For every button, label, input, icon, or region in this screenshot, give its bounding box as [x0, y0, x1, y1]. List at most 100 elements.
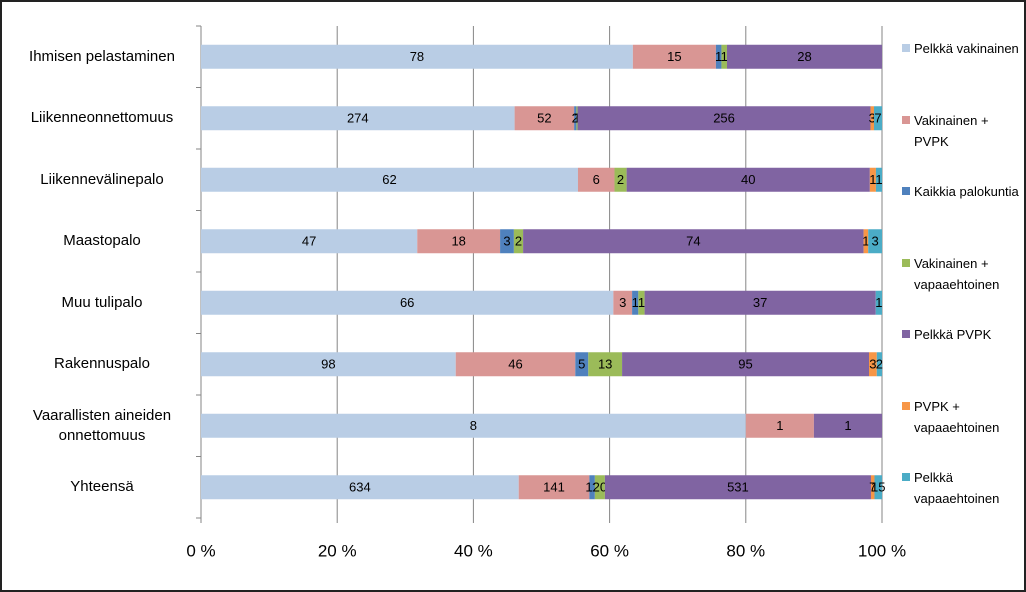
x-tick-label: 0 %	[186, 541, 215, 560]
data-label: 3	[869, 357, 876, 372]
data-label: 15	[871, 480, 885, 495]
bar-segment	[576, 106, 578, 131]
bar-segment	[632, 44, 716, 69]
bar-segment	[201, 229, 418, 254]
data-label: 66	[400, 295, 414, 310]
legend-swatch	[902, 44, 910, 52]
data-label: 3	[871, 234, 878, 249]
data-label: 634	[349, 480, 371, 495]
data-label: 7	[874, 111, 881, 126]
bar-segment	[868, 229, 882, 254]
data-label: 274	[347, 111, 369, 126]
data-label: 28	[797, 49, 811, 64]
data-label: 256	[713, 111, 735, 126]
x-tick-label: 100 %	[858, 541, 906, 560]
data-label: 1	[632, 295, 639, 310]
category-label: Maastopalo	[63, 232, 141, 250]
bar-segment	[577, 167, 615, 192]
legend-label: Pelkkä vakinainen	[914, 41, 1019, 56]
data-label: 20	[593, 480, 607, 495]
bar-segment	[201, 44, 633, 69]
bar-segment	[721, 44, 727, 69]
data-label: 37	[753, 295, 767, 310]
bar-segment	[876, 352, 882, 377]
bar-segment	[513, 229, 524, 254]
data-label: 1	[875, 295, 882, 310]
data-label: 40	[741, 172, 755, 187]
data-label: 95	[738, 357, 752, 372]
bar-segment	[575, 352, 589, 377]
data-label: 2	[515, 234, 522, 249]
data-label: 2	[572, 111, 579, 126]
bar-segment	[644, 290, 876, 315]
bar-segment	[201, 413, 746, 438]
data-label: 3	[619, 295, 626, 310]
category-label: Yhteensä	[70, 478, 134, 496]
data-label: 1	[638, 295, 645, 310]
legend-label: Pelkkä PVPK	[914, 327, 992, 342]
data-label: 2	[617, 172, 624, 187]
bar-segment	[870, 106, 874, 131]
bar-segment	[626, 167, 870, 192]
data-label: 1	[862, 234, 869, 249]
bar-segment	[577, 106, 871, 131]
bar-segment	[201, 106, 515, 131]
bar-segment	[726, 44, 882, 69]
legend-label: Vakinainen + vapaaehtoinen	[914, 255, 1000, 292]
category-label: Vaarallisten aineiden onnettomuus	[32, 406, 172, 444]
legend-swatch	[902, 401, 910, 410]
data-label: 15	[667, 49, 681, 64]
data-label: 6	[593, 172, 600, 187]
legend-label: Vakinainen + PVPK	[914, 112, 989, 149]
data-label: 2	[876, 357, 883, 372]
data-label: 1	[875, 172, 882, 187]
data-label: 13	[598, 357, 612, 372]
bar-segment	[874, 475, 882, 500]
bar-segment	[614, 167, 627, 192]
legend-swatch	[902, 258, 910, 267]
x-tick-label: 40 %	[454, 541, 493, 560]
legend-label: PVPK + vapaaehtoinen	[914, 398, 1000, 435]
data-label: 98	[321, 357, 335, 372]
bar-segment	[201, 352, 456, 377]
bar-segment	[869, 352, 877, 377]
legend-swatch	[902, 115, 910, 124]
bar-segment	[715, 44, 722, 69]
legend-label: Kaikkia palokuntia	[914, 184, 1019, 199]
legend-swatch	[902, 473, 910, 481]
data-label: 8	[470, 418, 477, 433]
category-label: Liikennevälinepalo	[40, 170, 164, 188]
bar-segment	[632, 290, 639, 315]
bar-segment	[813, 413, 882, 438]
legend-swatch	[902, 187, 910, 195]
bar-segment	[613, 290, 633, 315]
bar-segment	[638, 290, 645, 315]
data-label: 1	[844, 418, 851, 433]
data-label: 5	[578, 357, 585, 372]
data-label: 1	[715, 49, 722, 64]
data-label: 47	[302, 234, 316, 249]
bar-segment	[455, 352, 576, 377]
bar-segment	[873, 106, 882, 131]
bar-segment	[201, 290, 614, 315]
data-label: 1	[573, 111, 580, 126]
bar-segment	[870, 475, 875, 500]
data-label: 141	[543, 480, 565, 495]
bar-segment	[589, 475, 595, 500]
bar-segment	[745, 413, 814, 438]
bar-segment	[622, 352, 870, 377]
bar-segment	[604, 475, 871, 500]
bar-segment	[514, 106, 575, 131]
bar-segment	[863, 229, 869, 254]
x-tick-label: 80 %	[726, 541, 765, 560]
bar-segment	[875, 167, 882, 192]
data-label: 1	[869, 172, 876, 187]
legend-swatch	[902, 330, 910, 338]
data-label: 46	[508, 357, 522, 372]
bar-segment	[574, 106, 577, 131]
data-label: 74	[686, 234, 700, 249]
category-label: Muu tulipalo	[61, 293, 143, 311]
bar-segment	[869, 167, 876, 192]
data-label: 3	[503, 234, 510, 249]
